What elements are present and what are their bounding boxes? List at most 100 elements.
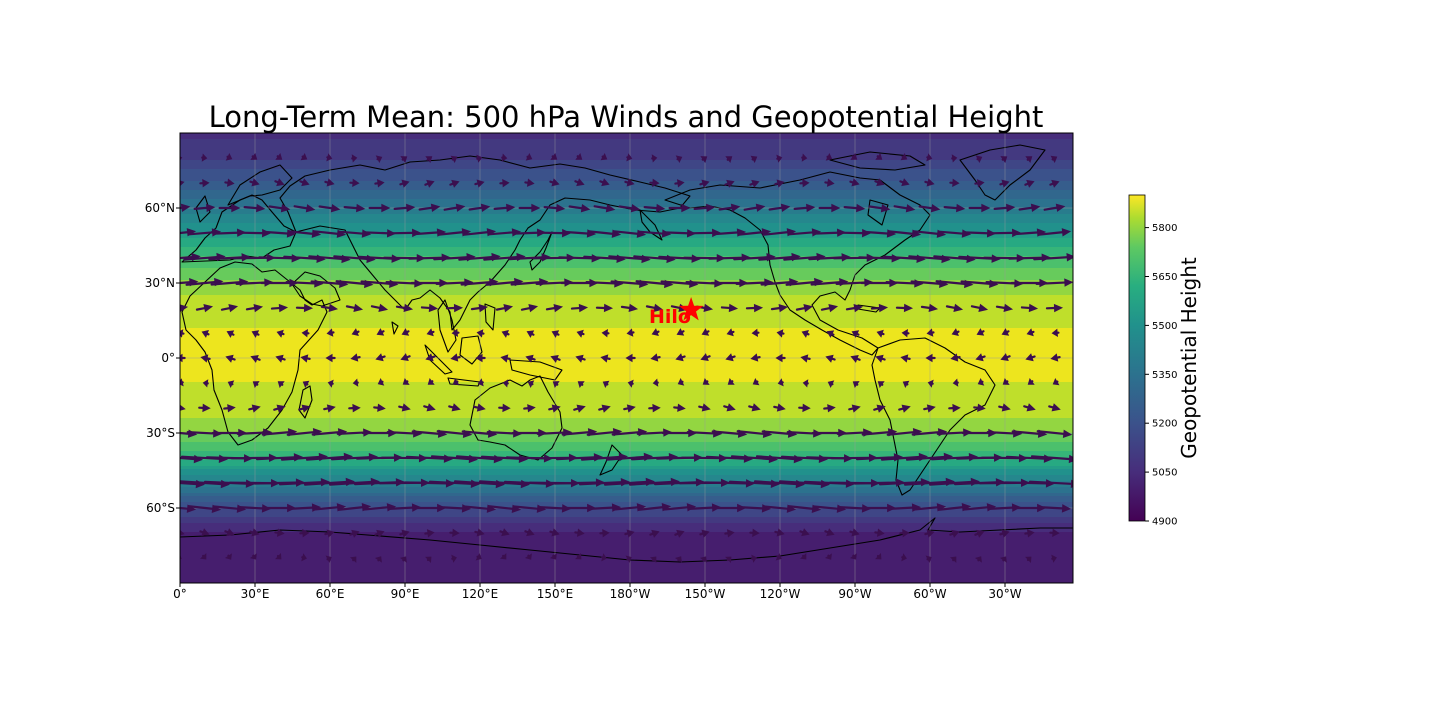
wind-vector	[598, 404, 611, 413]
wind-vector	[1035, 278, 1073, 287]
height-band	[180, 577, 1073, 581]
height-band	[180, 391, 1073, 395]
wind-vector	[299, 528, 310, 538]
wind-vector	[1050, 353, 1061, 362]
wind-vector	[524, 553, 532, 560]
height-band	[180, 154, 1073, 158]
wind-vector	[249, 178, 260, 187]
wind-vector	[475, 552, 482, 561]
wind-vector	[250, 354, 261, 363]
coastline-asia	[279, 155, 691, 331]
x-tick-label: 120°E	[462, 587, 499, 601]
wind-vector	[1000, 353, 1011, 362]
wind-vector	[420, 303, 439, 313]
coastline-britain	[195, 195, 211, 223]
wind-vector	[1002, 378, 1010, 385]
wind-vector	[1037, 504, 1072, 513]
wind-vector	[376, 328, 385, 336]
height-band	[180, 505, 1073, 509]
height-band	[180, 340, 1073, 344]
wind-vector	[1025, 353, 1036, 362]
wind-vector	[1052, 377, 1060, 386]
wind-vector	[601, 553, 607, 562]
wind-vector	[470, 303, 489, 313]
height-band	[180, 190, 1073, 194]
y-tick-label: 0°	[161, 351, 175, 365]
wind-vector	[999, 556, 1007, 563]
colorbar-label: Geopotential Height	[1177, 257, 1201, 459]
wind-vector	[249, 553, 257, 560]
wind-vector	[875, 153, 883, 160]
height-band	[180, 415, 1073, 419]
wind-vector	[275, 553, 282, 560]
height-band	[180, 400, 1073, 404]
wind-vector	[375, 155, 383, 163]
coastline-java	[447, 377, 481, 387]
wind-vector	[401, 328, 410, 336]
wind-vector	[824, 528, 835, 537]
wind-vector	[526, 330, 535, 338]
colorbar-tick-label: 5350	[1152, 370, 1177, 381]
height-band	[180, 439, 1073, 443]
wind-vector	[427, 378, 435, 385]
wind-vector	[674, 556, 682, 563]
height-band	[180, 394, 1073, 398]
wind-vector	[275, 354, 286, 363]
height-band	[180, 361, 1073, 365]
wind-vector	[801, 330, 810, 338]
wind-vector	[575, 153, 583, 160]
wind-vector	[1023, 403, 1036, 412]
wind-vector	[399, 556, 407, 563]
wind-vector	[220, 304, 239, 313]
height-band	[180, 514, 1073, 518]
wind-vector	[570, 303, 589, 313]
wind-vector	[918, 204, 941, 213]
wind-vector	[768, 203, 791, 212]
wind-vector	[248, 404, 261, 413]
wind-vector	[245, 303, 264, 313]
wind-vector	[180, 203, 191, 212]
height-band	[180, 529, 1073, 533]
x-tick-label: 30°W	[988, 587, 1021, 601]
wind-vector	[520, 304, 539, 313]
x-tick-label: 90°E	[391, 587, 420, 601]
wind-vector	[874, 528, 885, 537]
height-band	[180, 358, 1073, 362]
coastline-madagascar	[298, 385, 313, 419]
wind-vector	[1025, 556, 1032, 563]
wind-vector	[275, 153, 283, 160]
height-band	[180, 499, 1073, 503]
height-band	[180, 184, 1073, 188]
wind-vector	[180, 529, 185, 536]
wind-vector	[326, 328, 335, 337]
wind-vector	[675, 353, 686, 362]
wind-vector	[1051, 328, 1060, 337]
wind-vector	[627, 379, 634, 388]
wind-vector	[468, 203, 491, 212]
height-band	[180, 493, 1073, 497]
wind-vector	[474, 179, 485, 188]
wind-vector	[549, 178, 560, 187]
wind-vector	[699, 179, 710, 188]
height-band	[180, 208, 1073, 212]
wind-vector	[418, 203, 441, 212]
wind-vector	[927, 379, 934, 388]
height-band	[180, 253, 1073, 257]
wind-vector	[974, 179, 985, 188]
wind-vector	[524, 178, 535, 187]
wind-vector	[1027, 378, 1035, 385]
wind-vector	[677, 378, 685, 386]
x-tick-label: 0°	[173, 587, 187, 601]
wind-vector	[600, 152, 608, 161]
wind-vector	[870, 303, 889, 313]
wind-vector	[425, 156, 433, 163]
wind-vector	[725, 353, 736, 362]
wind-vector	[425, 353, 436, 362]
height-band	[180, 538, 1073, 542]
wind-vector	[202, 379, 209, 388]
wind-vector	[700, 156, 708, 163]
height-band	[180, 433, 1073, 437]
height-band	[180, 136, 1073, 140]
wind-vector	[625, 353, 636, 363]
